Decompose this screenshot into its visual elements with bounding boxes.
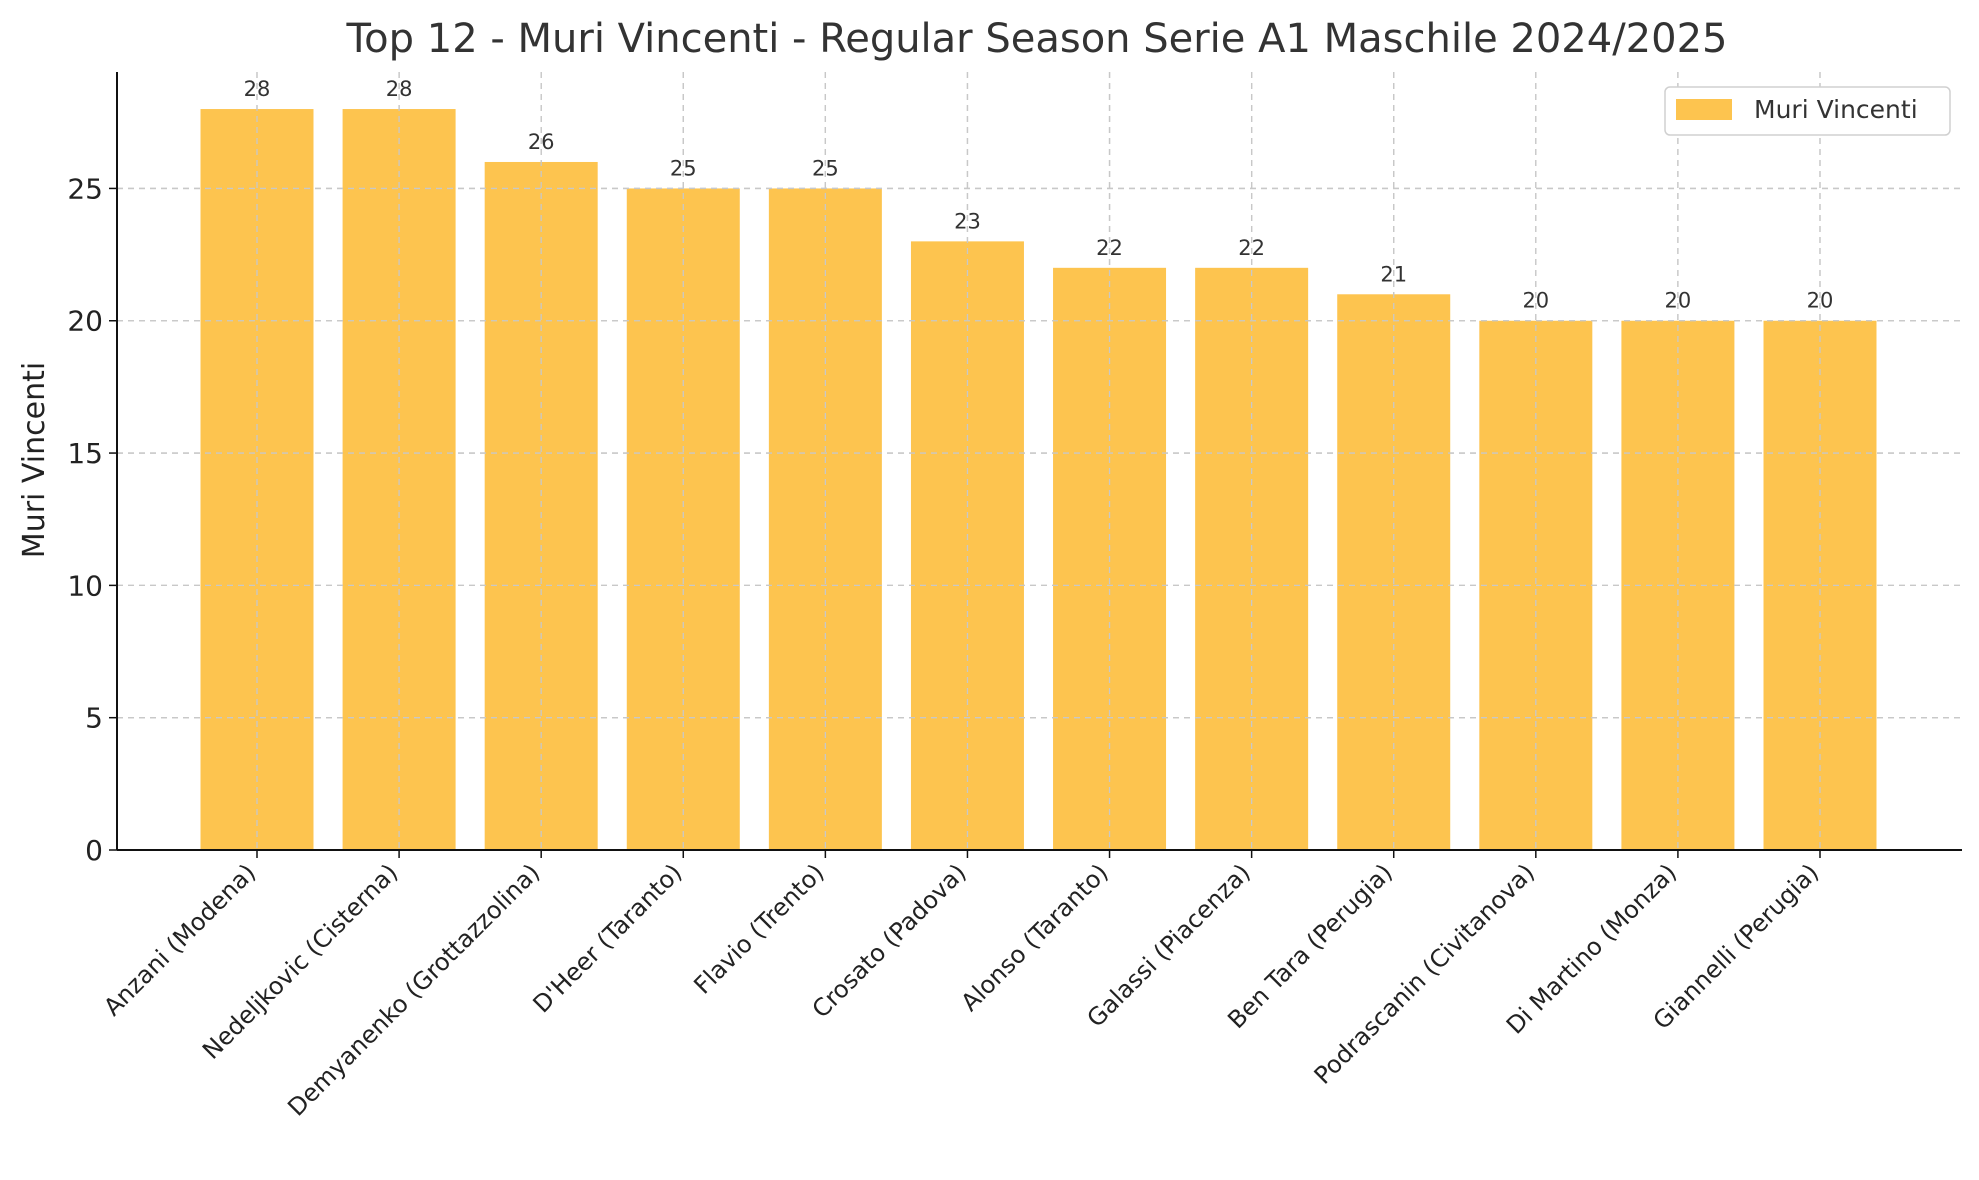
bar-value-label: 25 — [670, 156, 697, 180]
bar-value-labels: 28 28 26 25 25 23 22 22 21 20 20 20 — [244, 77, 1834, 313]
bar-value-label: 25 — [812, 156, 839, 180]
legend-label: Muri Vincenti — [1754, 95, 1918, 124]
bar — [768, 188, 882, 851]
x-tick-label: D'Heer (Taranto) — [528, 858, 688, 1018]
bar — [626, 188, 740, 851]
chart-title: Top 12 - Muri Vincenti - Regular Season … — [346, 16, 1728, 62]
bar-value-label: 20 — [1665, 289, 1692, 313]
x-tick-label: Demyanenko (Grottazzolina) — [282, 858, 545, 1121]
y-tick-label: 10 — [67, 569, 103, 602]
x-tick-label: Anzani (Modena) — [98, 858, 261, 1021]
y-tick-label: 0 — [85, 834, 103, 867]
axes — [109, 72, 1962, 858]
y-tick-label: 15 — [67, 437, 103, 470]
y-tick-label: 20 — [67, 305, 103, 338]
bar-value-label: 20 — [1807, 289, 1834, 313]
x-tick-label: Alonso (Taranto) — [956, 858, 1114, 1016]
bar-value-label: 23 — [954, 209, 981, 233]
bar-value-label: 26 — [528, 130, 555, 154]
legend-swatch — [1676, 99, 1732, 120]
y-tick-labels: 0 5 10 15 20 25 — [67, 172, 103, 867]
bar-value-label: 28 — [244, 77, 271, 101]
x-tick-label: Crosato (Padova) — [807, 858, 972, 1023]
x-tick-labels: Anzani (Modena)Nedeljkovic (Cisterna)Dem… — [98, 858, 1824, 1121]
bar-value-label: 22 — [1238, 236, 1265, 260]
bar-value-label: 22 — [1096, 236, 1123, 260]
y-tick-label: 25 — [67, 172, 103, 205]
x-tick-label: Flavio (Trento) — [688, 858, 829, 999]
legend: Muri Vincenti — [1664, 86, 1951, 136]
bars — [117, 72, 1962, 851]
y-tick-label: 5 — [85, 702, 103, 735]
bar-value-label: 21 — [1380, 262, 1407, 286]
legend-box — [1664, 86, 1951, 136]
bar-value-label: 20 — [1522, 289, 1549, 313]
bar-value-label: 28 — [386, 77, 413, 101]
y-axis-label: Muri Vincenti — [17, 362, 52, 558]
